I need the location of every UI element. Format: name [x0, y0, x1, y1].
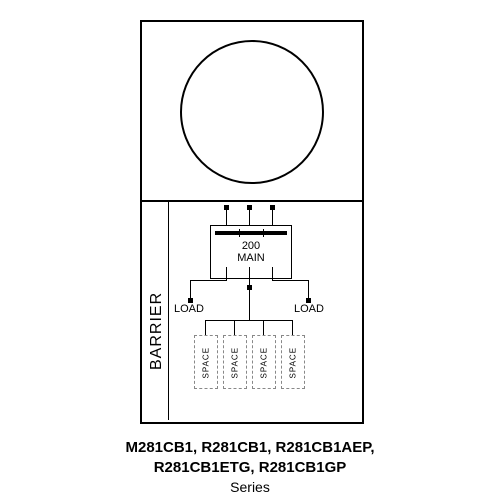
series-label: Series	[0, 479, 500, 495]
space-slot-2: SPACE	[223, 335, 247, 389]
load-wire-r-h	[272, 280, 309, 281]
barrier-line	[168, 200, 169, 420]
main-breaker-rating: 200	[211, 240, 291, 252]
load-wire-l-v2	[190, 280, 191, 300]
models-line1: M281CB1, R281CB1, R281CB1AEP,	[125, 439, 374, 456]
models-line2: R281CB1ETG, R281CB1GP	[154, 459, 347, 476]
space-label-3: SPACE	[260, 347, 269, 379]
line-wire-1	[226, 208, 227, 225]
load-label-left: LOAD	[174, 303, 204, 315]
main-breaker: 200 MAIN	[210, 225, 292, 279]
load-wire-r-v1	[272, 267, 273, 281]
load-wire-r-v2	[308, 280, 309, 300]
space-label-4: SPACE	[289, 347, 298, 379]
space-slot-4: SPACE	[281, 335, 305, 389]
main-breaker-bar	[215, 231, 287, 235]
load-wire-l-v1	[226, 267, 227, 281]
bus-v-center	[249, 290, 250, 320]
caption: M281CB1, R281CB1, R281CB1AEP, R281CB1ETG…	[0, 438, 500, 495]
main-breaker-label: MAIN	[211, 252, 291, 264]
line-lug-2	[247, 205, 252, 210]
line-lug-1	[224, 205, 229, 210]
line-lug-3	[270, 205, 275, 210]
load-wire-l-h	[190, 280, 227, 281]
line-wire-3	[272, 208, 273, 225]
bus-h-right	[249, 320, 293, 321]
bar-tick-1	[239, 229, 240, 237]
bus-drop-4	[292, 320, 293, 335]
bus-drop-3	[263, 320, 264, 335]
space-slot-3: SPACE	[252, 335, 276, 389]
bar-tick-2	[263, 229, 264, 237]
space-label-1: SPACE	[202, 347, 211, 379]
space-label-2: SPACE	[231, 347, 240, 379]
bus-h-left	[205, 320, 249, 321]
space-slot-1: SPACE	[194, 335, 218, 389]
bus-drop-1	[205, 320, 206, 335]
barrier-label: BARRIER	[148, 292, 166, 370]
line-wire-2	[249, 208, 250, 225]
meter-socket	[180, 40, 324, 184]
load-wire-c-v	[249, 267, 250, 287]
bus-drop-2	[234, 320, 235, 335]
load-label-right: LOAD	[294, 303, 324, 315]
section-divider	[140, 200, 362, 202]
